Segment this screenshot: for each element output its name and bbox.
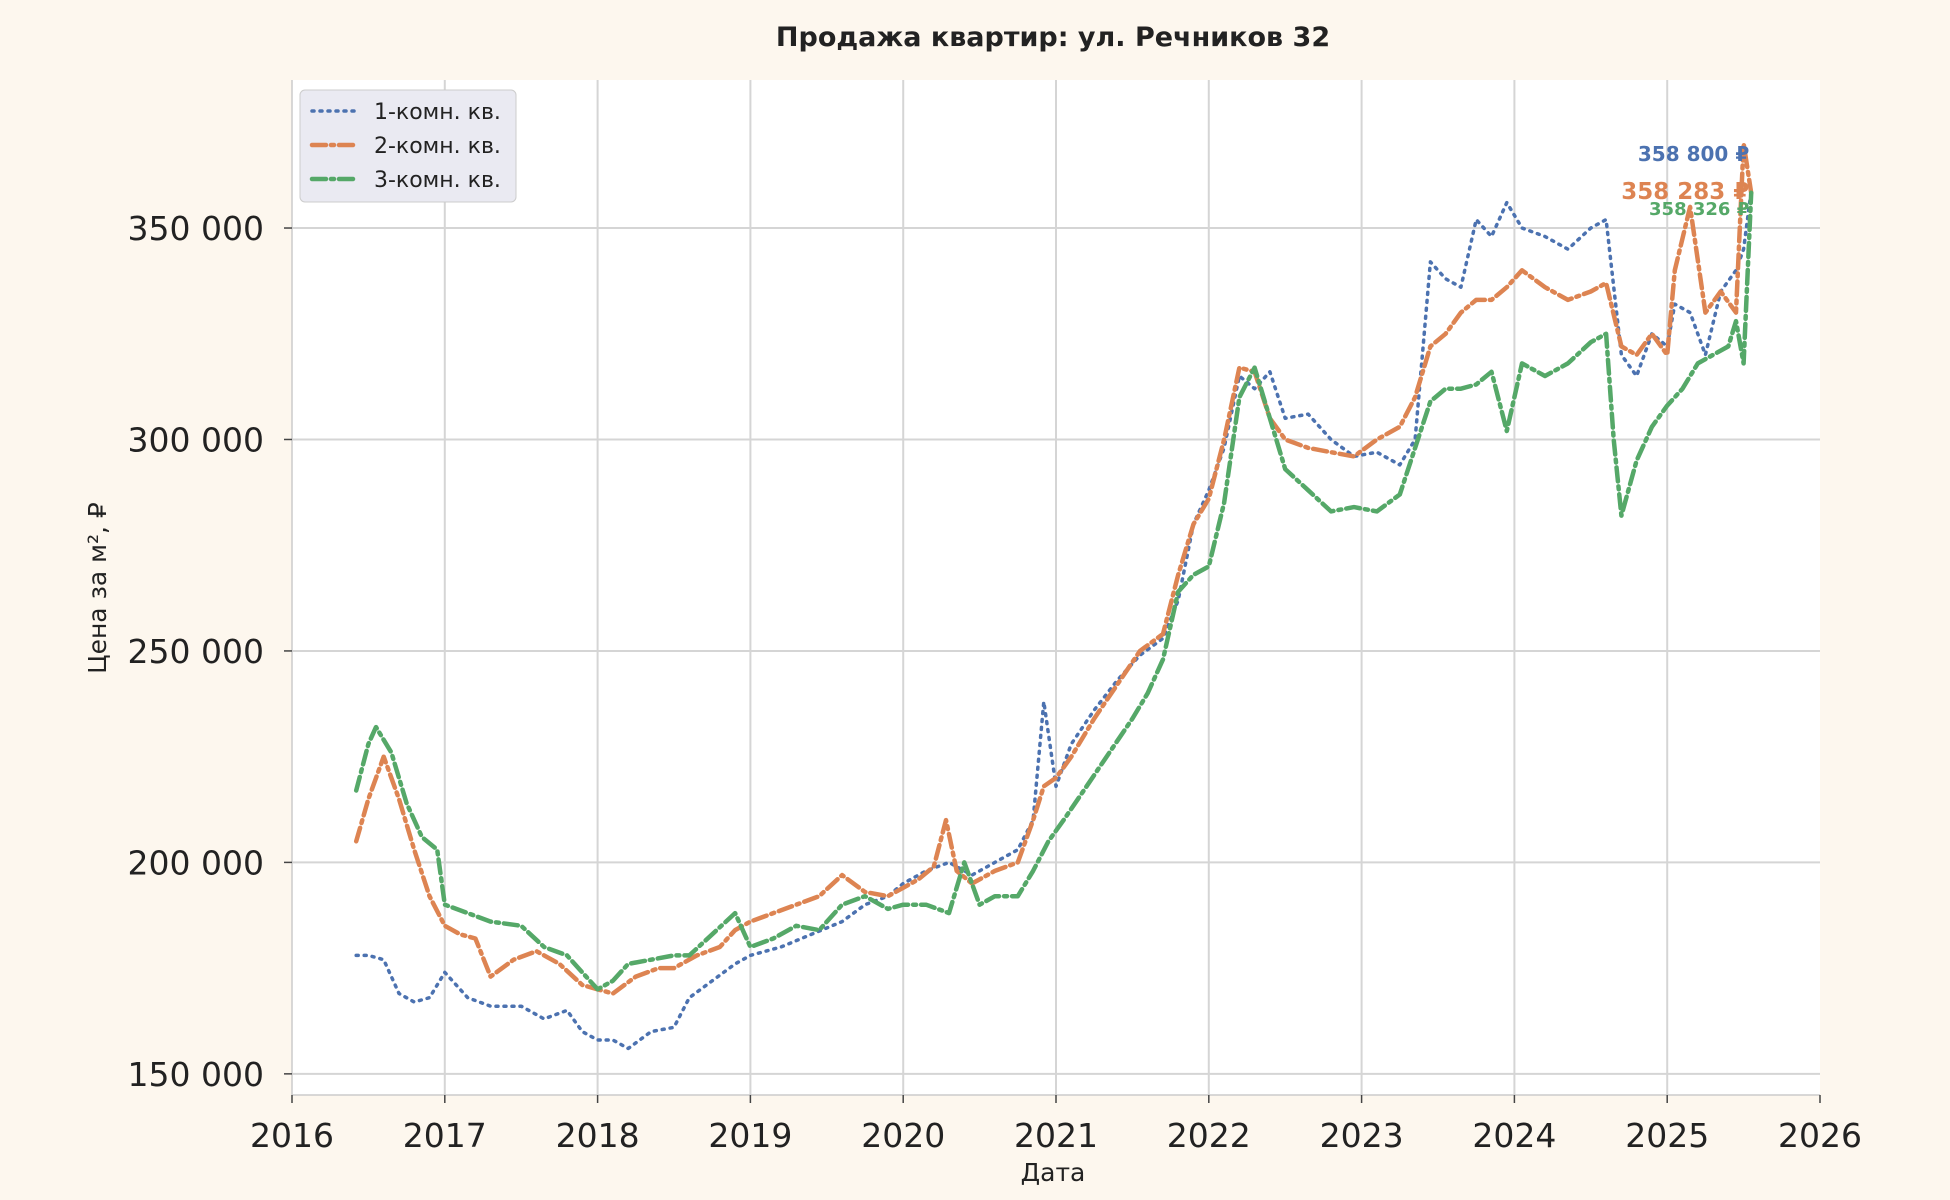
grid xyxy=(292,80,1820,1095)
x-ticks: 2016 2017 2018 2019 2020 2021 2022 2023 2024 2025… xyxy=(250,1095,1862,1155)
y-tick-label: 250 000 xyxy=(128,632,264,671)
x-tick-label: 2016 xyxy=(250,1116,334,1155)
x-axis-label: Дата xyxy=(1021,1158,1086,1187)
x-tick-label: 2026 xyxy=(1778,1116,1862,1155)
legend-box xyxy=(299,89,517,203)
x-tick-label: 2024 xyxy=(1472,1116,1556,1155)
series-line-3 xyxy=(353,190,1754,992)
legend: 1-комн. кв. 2-комн. кв. 3-комн. кв. xyxy=(299,89,517,203)
x-tick-label: 2021 xyxy=(1014,1116,1098,1155)
y-tick-label: 200 000 xyxy=(128,843,264,882)
series-end-label-1: 358 800 ₽ xyxy=(1638,142,1749,166)
chart-title: Продажа квартир: ул. Речников 32 xyxy=(776,22,1330,53)
series-line-1 xyxy=(354,189,1753,1051)
legend-label-2: 2-комн. кв. xyxy=(374,134,501,159)
x-tick-label: 2018 xyxy=(556,1116,640,1155)
end-labels: 358 800 ₽ 358 283 ₽358 326 ₽ xyxy=(1621,142,1749,220)
x-tick-label: 2017 xyxy=(403,1116,487,1155)
x-tick-label: 2019 xyxy=(708,1116,792,1155)
x-tick-label: 2020 xyxy=(861,1116,945,1155)
y-tick-label: 350 000 xyxy=(128,209,264,248)
y-ticks: 150 000 200 000 250 000 300 000 350 000 xyxy=(128,209,292,1094)
y-axis-label: Цена за м², ₽ xyxy=(83,502,112,674)
series-end-label-2: 358 283 ₽ xyxy=(1621,179,1749,205)
x-tick-label: 2025 xyxy=(1625,1116,1709,1155)
series-line-2 xyxy=(353,141,1754,996)
y-tick-label: 150 000 xyxy=(128,1055,264,1094)
series-layer xyxy=(353,141,1754,1051)
x-tick-label: 2022 xyxy=(1167,1116,1251,1155)
x-tick-label: 2023 xyxy=(1320,1116,1404,1155)
y-tick-label: 300 000 xyxy=(128,420,264,459)
series-end-label-3: 358 326 ₽ xyxy=(1649,199,1749,220)
legend-label-3: 3-комн. кв. xyxy=(374,168,501,193)
legend-label-1: 1-комн. кв. xyxy=(374,100,501,125)
